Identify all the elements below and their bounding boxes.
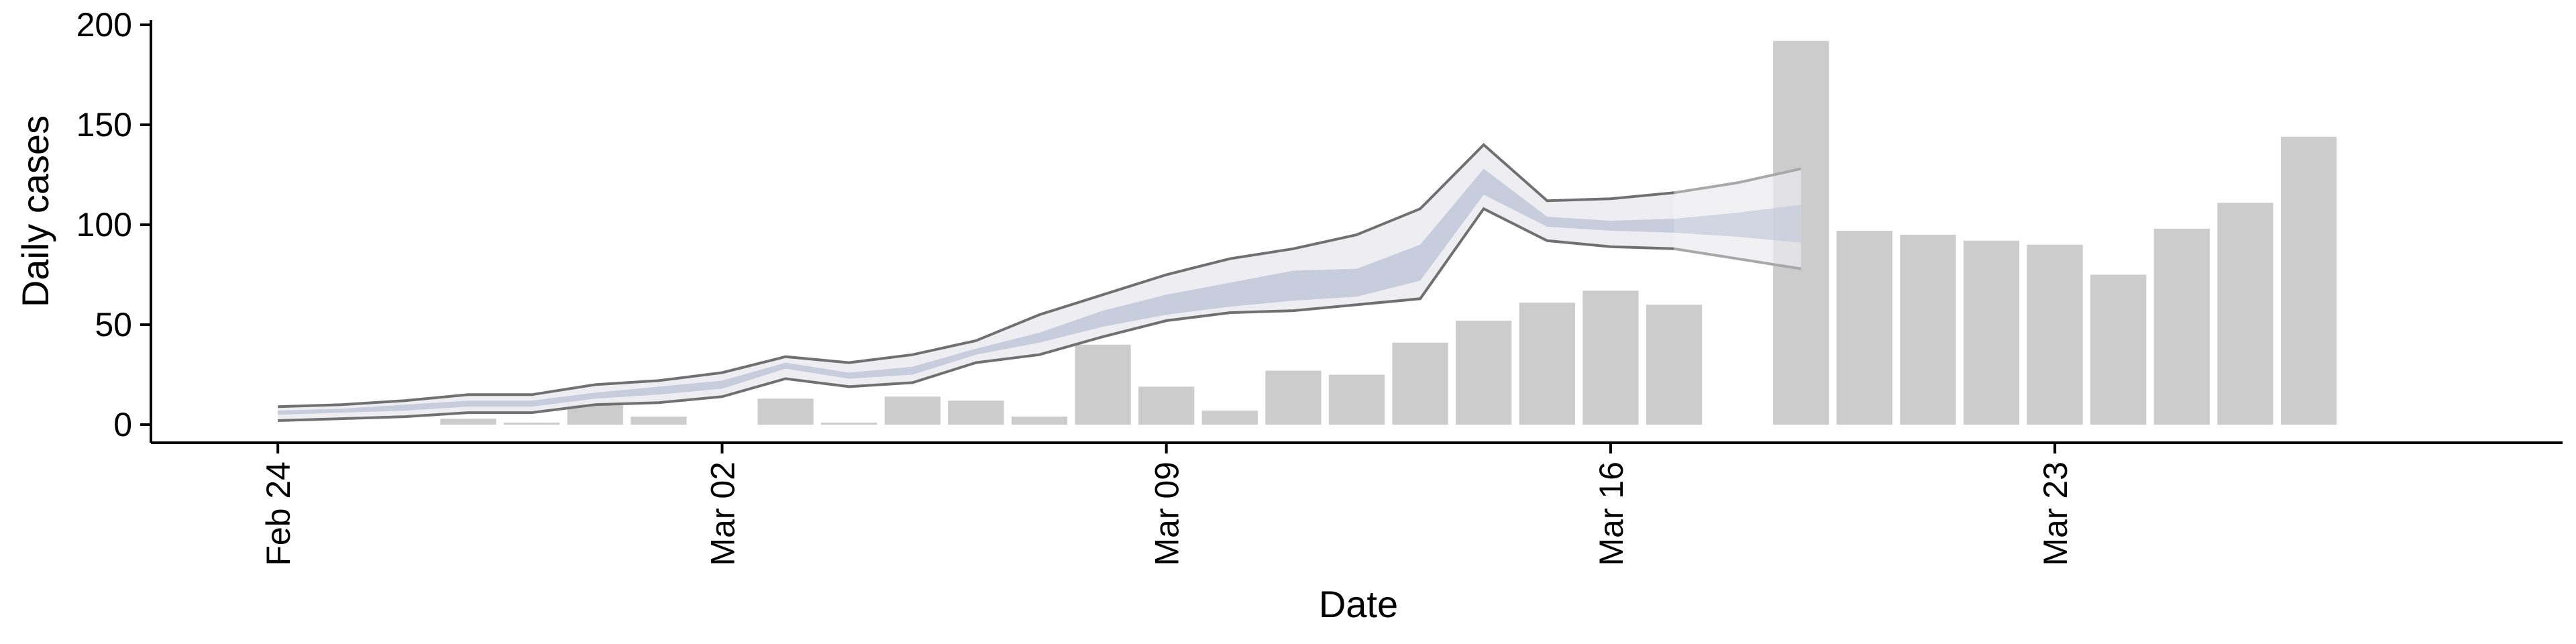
- forecast-upper-line: [1674, 167, 1802, 195]
- y-axis: 0 50 100 150 200: [76, 6, 152, 443]
- bars-layer: [440, 40, 2337, 425]
- x-tick-label: Feb 24: [260, 462, 297, 566]
- x-tick-label: Mar 16: [1593, 462, 1630, 566]
- nowcast-upper-line: [278, 143, 1674, 409]
- case-bar: [1328, 374, 1385, 425]
- x-axis: Feb 24 Mar 02 Mar 09 Mar 16 Mar 23: [151, 441, 2563, 566]
- y-axis-title: Daily cases: [14, 115, 56, 307]
- case-bar: [2153, 228, 2210, 425]
- bands-layer: [278, 143, 1802, 422]
- case-bar: [2090, 274, 2147, 425]
- case-bar: [2217, 203, 2273, 425]
- case-bar: [884, 396, 941, 425]
- case-bar: [631, 417, 687, 425]
- nowcast-lower-line: [278, 207, 1674, 422]
- x-axis-title: Date: [1319, 583, 1398, 625]
- case-bar: [821, 423, 877, 425]
- case-bar: [440, 419, 496, 425]
- y-tick-label: 200: [76, 6, 132, 44]
- x-tick-label: Mar 09: [1148, 462, 1186, 566]
- case-bar: [1265, 370, 1322, 425]
- case-bar: [1201, 411, 1258, 425]
- case-bar: [1582, 290, 1639, 425]
- case-bar: [2027, 244, 2083, 425]
- case-bar: [1519, 303, 1575, 425]
- y-tick-label: 150: [76, 106, 132, 144]
- case-bar: [1392, 342, 1448, 425]
- forecast-lower-line: [1674, 247, 1802, 270]
- case-bar: [1011, 417, 1068, 425]
- case-bar: [1138, 386, 1195, 425]
- case-bar: [948, 400, 1004, 425]
- case-bar: [757, 398, 814, 425]
- case-bar: [1646, 305, 1703, 425]
- y-tick-label: 0: [113, 406, 132, 443]
- case-bar: [1963, 240, 2020, 425]
- x-tick-label: Mar 23: [2037, 462, 2074, 566]
- case-bar: [1075, 344, 1131, 425]
- case-bar: [2280, 136, 2337, 425]
- y-tick-label: 50: [95, 306, 132, 343]
- forecast-50-band: [1674, 205, 1801, 243]
- x-tick-label: Mar 02: [704, 462, 741, 566]
- case-bar: [1836, 230, 1892, 425]
- case-bar: [504, 423, 560, 425]
- y-tick-label: 100: [76, 206, 132, 244]
- case-bar: [1900, 234, 1956, 425]
- case-bar: [1456, 321, 1512, 425]
